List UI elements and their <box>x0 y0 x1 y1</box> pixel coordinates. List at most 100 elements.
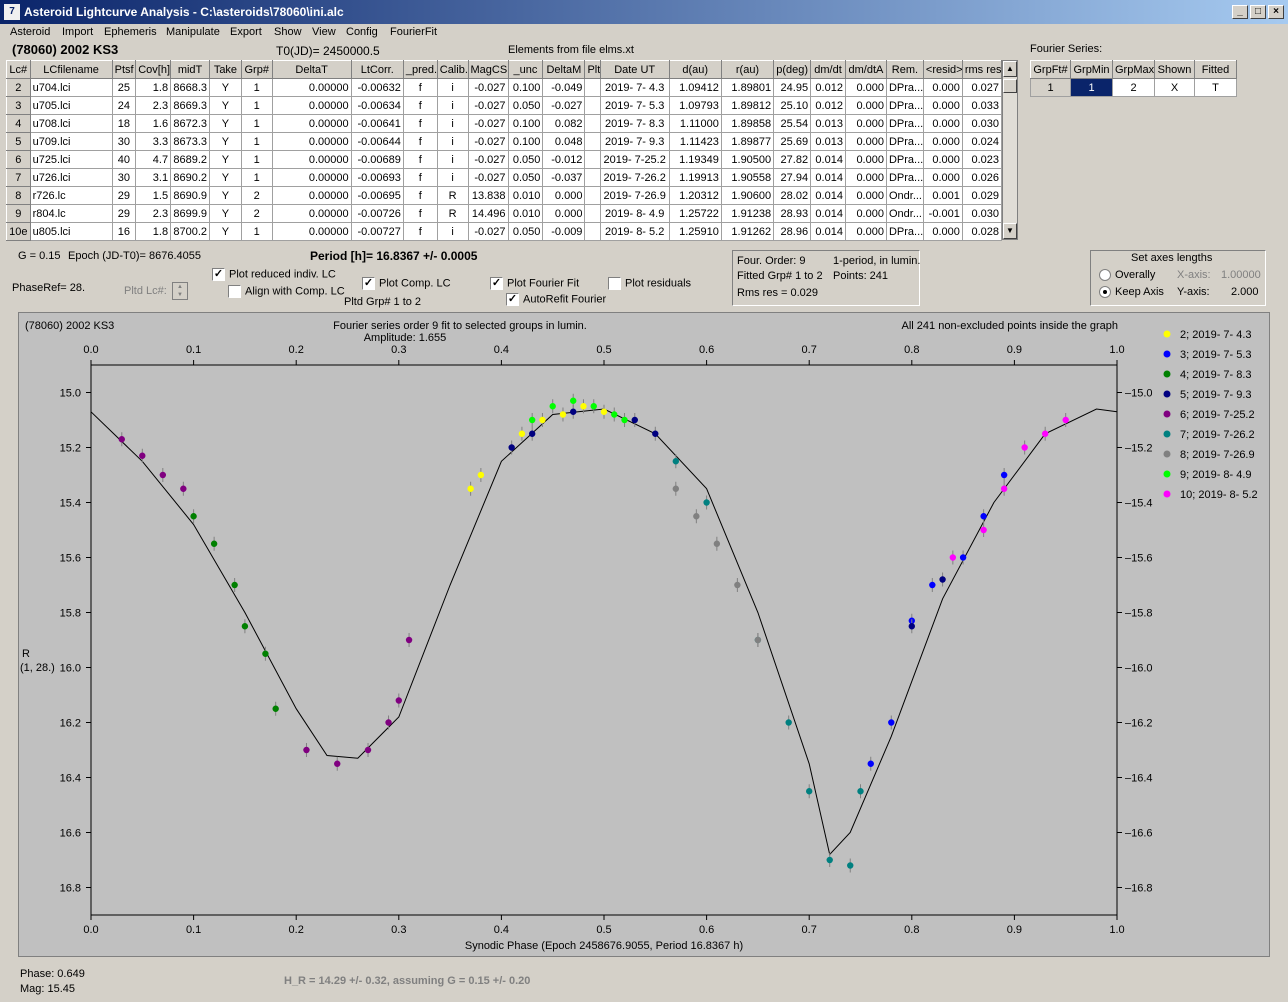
row-number[interactable]: 8 <box>6 186 31 205</box>
table-cell[interactable]: -0.00689 <box>350 150 404 169</box>
table-cell[interactable]: 2019- 7- 8.3 <box>599 114 670 133</box>
fourier-table[interactable]: GrpFt# GrpMin GrpMax Shown Fitted 1 1 2 … <box>1030 60 1237 97</box>
table-cell[interactable]: 27.94 <box>773 168 812 187</box>
table-row[interactable]: 5 u709.lci 30 3.3 8673.3 Y 1 0.00000 -0.00644 f i -… <box>6 132 1003 151</box>
keep-axis-radio[interactable]: Keep Axis <box>1099 286 1164 299</box>
maximize-button[interactable]: □ <box>1250 5 1266 19</box>
col-header[interactable]: _pred. <box>402 60 438 79</box>
col-header[interactable]: LtCorr. <box>350 60 404 79</box>
table-cell[interactable]: 0.014 <box>810 222 846 241</box>
table-cell[interactable]: 0.014 <box>810 150 846 169</box>
scroll-up-icon[interactable]: ▲ <box>1003 61 1017 77</box>
table-cell[interactable]: 28.93 <box>773 204 812 223</box>
col-header[interactable]: LCfilename <box>29 60 113 79</box>
table-scrollbar[interactable]: ▲ ▼ <box>1002 60 1018 240</box>
table-cell[interactable]: 1.89812 <box>720 96 775 115</box>
col-header[interactable]: dm/dt <box>810 60 846 79</box>
table-cell[interactable]: 0.012 <box>810 78 846 97</box>
scroll-down-icon[interactable]: ▼ <box>1003 223 1017 239</box>
table-cell[interactable]: 2019- 7-26.2 <box>599 168 670 187</box>
col-header[interactable]: Take <box>209 60 242 79</box>
table-cell[interactable]: u805.lci <box>29 222 113 241</box>
table-cell[interactable]: 0.00000 <box>271 222 352 241</box>
table-cell[interactable]: -0.027 <box>467 222 509 241</box>
col-header[interactable]: Calib. <box>436 60 469 79</box>
table-cell[interactable]: f <box>402 168 438 187</box>
table-cell[interactable]: 0.00000 <box>271 186 352 205</box>
table-cell[interactable]: 13.838 <box>467 186 509 205</box>
table-cell[interactable]: 0.030 <box>961 114 1003 133</box>
table-cell[interactable]: f <box>402 222 438 241</box>
pltd-lc-spinner[interactable]: ▲ ▼ <box>172 282 188 300</box>
table-cell[interactable]: Ondr... <box>885 186 924 205</box>
menu-show[interactable]: Show <box>274 26 302 38</box>
plot-reduced-checkbox[interactable]: ✓ Plot reduced indiv. LC <box>212 268 336 281</box>
col-header[interactable]: d(au) <box>668 60 722 79</box>
table-cell[interactable]: 8700.2 <box>170 222 211 241</box>
fourier-cell-grpmax[interactable]: 2 <box>1112 78 1155 97</box>
table-row[interactable]: 9 r804.lc 29 2.3 8699.9 Y 2 0.00000 -0.00726 f R 14… <box>6 204 1003 223</box>
table-cell[interactable]: 8699.9 <box>170 204 211 223</box>
plot-comp-checkbox[interactable]: ✓ Plot Comp. LC <box>362 277 451 290</box>
table-cell[interactable]: -0.009 <box>542 222 586 241</box>
table-cell[interactable]: 0.048 <box>542 132 586 151</box>
menu-ephemeris[interactable]: Ephemeris <box>104 26 157 38</box>
table-cell[interactable]: -0.027 <box>542 96 586 115</box>
col-header[interactable]: midT <box>170 60 211 79</box>
table-cell[interactable]: -0.049 <box>542 78 586 97</box>
table-cell[interactable]: -0.00727 <box>350 222 404 241</box>
table-cell[interactable]: 18 <box>111 114 137 133</box>
table-cell[interactable]: u704.lci <box>29 78 113 97</box>
table-cell[interactable]: 0.000 <box>844 96 887 115</box>
table-cell[interactable]: 1.90500 <box>720 150 775 169</box>
table-cell[interactable]: -0.00634 <box>350 96 404 115</box>
fourier-cell-shown[interactable]: X <box>1154 78 1195 97</box>
table-cell[interactable]: 8690.9 <box>170 186 211 205</box>
table-cell[interactable]: Y <box>209 222 242 241</box>
table-cell[interactable]: 1.09793 <box>668 96 722 115</box>
table-cell[interactable]: 0.000 <box>844 78 887 97</box>
plot-panel[interactable] <box>18 312 1270 957</box>
table-row[interactable]: 6 u725.lci 40 4.7 8689.2 Y 1 0.00000 -0.00689 f i -… <box>6 150 1003 169</box>
table-cell[interactable]: 0.000 <box>542 186 586 205</box>
table-cell[interactable]: 30 <box>111 168 137 187</box>
col-header[interactable]: Lc# <box>6 60 31 79</box>
col-header[interactable]: rms res <box>961 60 1003 79</box>
table-cell[interactable]: 0.010 <box>507 204 544 223</box>
row-number[interactable]: 5 <box>6 132 31 151</box>
table-cell[interactable]: 25.10 <box>773 96 812 115</box>
row-number[interactable]: 2 <box>6 78 31 97</box>
table-cell[interactable]: 30 <box>111 132 137 151</box>
table-cell[interactable]: f <box>402 96 438 115</box>
xaxis-value[interactable]: 1.00000 <box>1221 269 1261 281</box>
table-cell[interactable]: 0.013 <box>810 132 846 151</box>
table-cell[interactable]: 1.11000 <box>668 114 722 133</box>
row-number[interactable]: 7 <box>6 168 31 187</box>
yaxis-value[interactable]: 2.000 <box>1231 286 1259 298</box>
scroll-thumb[interactable] <box>1003 79 1017 93</box>
table-cell[interactable]: 1.89801 <box>720 78 775 97</box>
table-cell[interactable]: 0.000 <box>844 222 887 241</box>
table-cell[interactable]: 0.000 <box>844 168 887 187</box>
table-cell[interactable]: -0.027 <box>467 114 509 133</box>
table-cell[interactable]: 0.050 <box>507 222 544 241</box>
table-row[interactable]: 3 u705.lci 24 2.3 8669.3 Y 1 0.00000 -0.00634 f i -… <box>6 96 1003 115</box>
table-cell[interactable]: 1.19349 <box>668 150 722 169</box>
table-cell[interactable]: 0.000 <box>844 132 887 151</box>
table-cell[interactable]: u726.lci <box>29 168 113 187</box>
col-header[interactable]: Grp# <box>240 60 273 79</box>
plot-residuals-checkbox[interactable]: Plot residuals <box>608 277 691 290</box>
menu-export[interactable]: Export <box>230 26 262 38</box>
minimize-button[interactable]: _ <box>1232 5 1248 19</box>
table-cell[interactable]: 8668.3 <box>170 78 211 97</box>
table-cell[interactable]: 0.100 <box>507 132 544 151</box>
table-cell[interactable]: -0.027 <box>467 168 509 187</box>
table-cell[interactable]: -0.00726 <box>350 204 404 223</box>
menu-asteroid[interactable]: Asteroid <box>10 26 51 38</box>
table-cell[interactable]: 28.96 <box>773 222 812 241</box>
table-cell[interactable]: -0.012 <box>542 150 586 169</box>
table-cell[interactable]: 0.100 <box>507 114 544 133</box>
col-header[interactable]: DeltaM <box>542 60 586 79</box>
table-cell[interactable]: 0.000 <box>844 186 887 205</box>
menu-manipulate[interactable]: Manipulate <box>166 26 220 38</box>
